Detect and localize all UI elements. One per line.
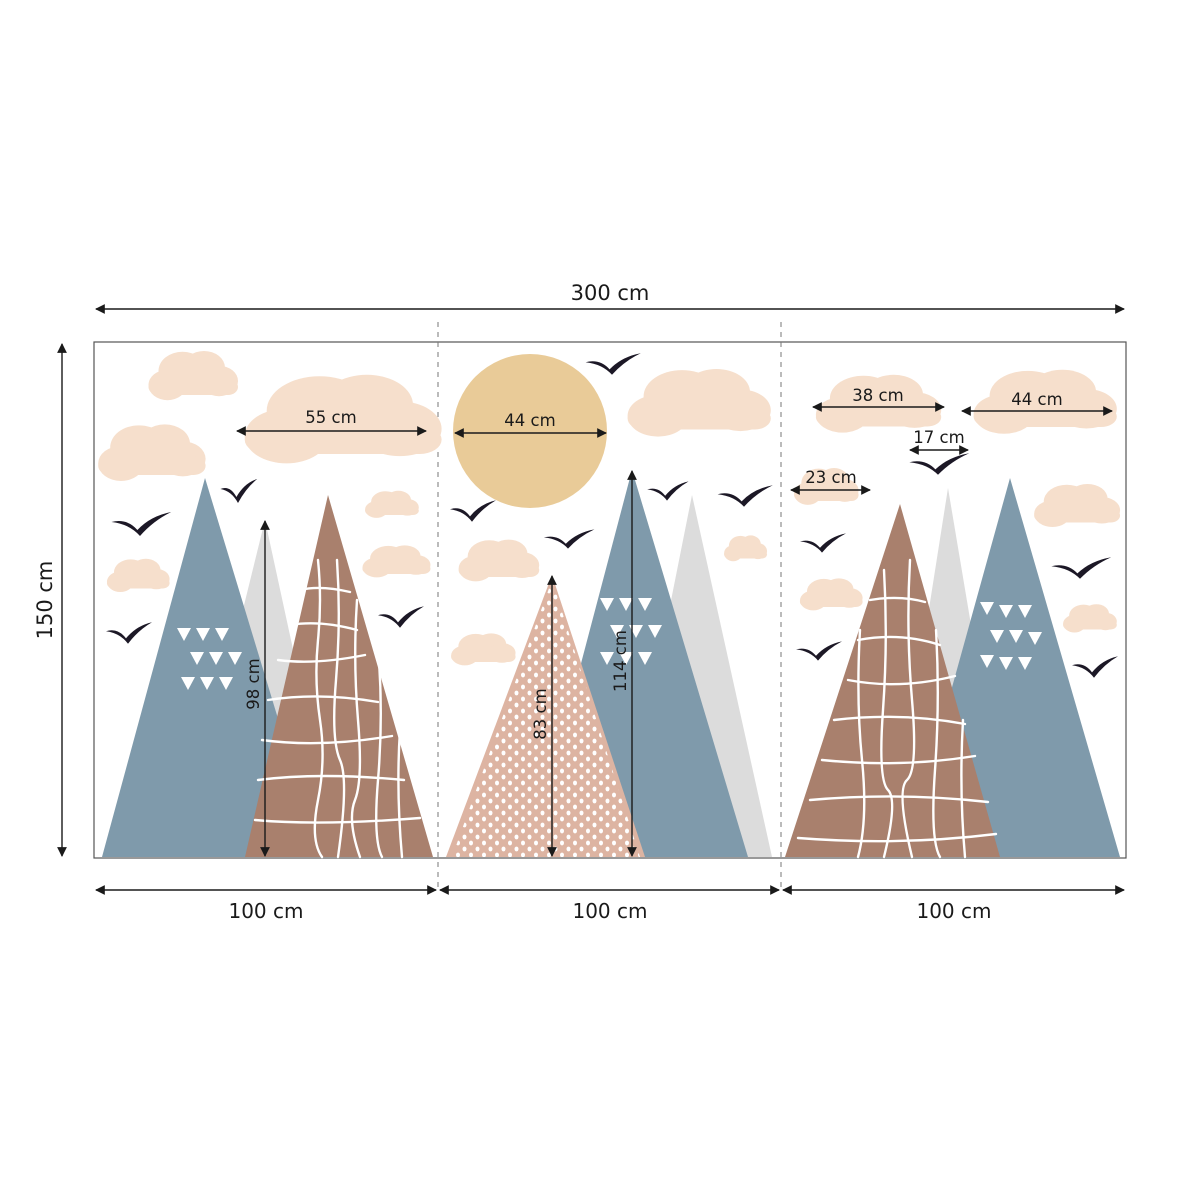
cloud-44-label: 44 cm — [1011, 390, 1062, 409]
bird-icon — [111, 512, 172, 536]
total-width-label: 300 cm — [571, 281, 650, 305]
cloud — [98, 424, 206, 481]
panel-width-label: 100 cm — [572, 899, 647, 923]
panel-width-label: 100 cm — [228, 899, 303, 923]
bird-icon — [1051, 557, 1112, 579]
cloud — [1034, 484, 1121, 528]
cloud — [1063, 604, 1117, 633]
cloud — [148, 351, 238, 401]
mountain-grid-lines — [253, 558, 422, 859]
cloud — [627, 369, 771, 437]
cloud — [799, 578, 863, 611]
cloud — [365, 490, 419, 518]
cloud — [451, 633, 516, 666]
cloud — [106, 558, 170, 593]
sun-label: 44 cm — [504, 411, 555, 430]
cloud-38-label: 38 cm — [852, 386, 903, 405]
bird-icon — [106, 622, 152, 644]
cloud — [458, 539, 540, 582]
panel-width-label: 100 cm — [916, 899, 991, 923]
dimension-lines — [57, 304, 1125, 895]
bird-icon — [909, 453, 970, 475]
total-height-label: 150 cm — [33, 561, 57, 640]
bird-icon — [800, 533, 846, 553]
mountain-83-label: 83 cm — [531, 688, 550, 739]
mountain-triangle-pattern — [980, 602, 1042, 670]
mountain-brown-checked — [245, 495, 433, 857]
mountain-grid-lines — [796, 558, 998, 859]
mountain-98-label: 98 cm — [244, 658, 263, 709]
sun — [453, 354, 607, 508]
wall-frame — [93, 341, 1127, 859]
bird-icon — [585, 353, 641, 375]
cloud — [724, 535, 768, 562]
bird-icon — [220, 479, 258, 503]
mountain-triangle-pattern — [177, 628, 242, 690]
bird-icon — [1072, 656, 1118, 678]
cloud-23-label: 23 cm — [805, 468, 856, 487]
bird-icon — [378, 606, 424, 628]
mountain-brown-checked — [785, 504, 1000, 857]
bird-icon — [647, 481, 689, 501]
bird-icon — [543, 529, 595, 549]
cloud-55-label: 55 cm — [305, 408, 356, 427]
cloud — [362, 545, 431, 578]
bird-icon — [450, 500, 496, 522]
mountain-114-label: 114 cm — [611, 630, 630, 692]
bird-icon — [717, 485, 773, 507]
bird-icon — [796, 641, 842, 661]
cloud-17-label: 17 cm — [913, 428, 964, 447]
mountain-dot-pattern — [452, 580, 640, 857]
